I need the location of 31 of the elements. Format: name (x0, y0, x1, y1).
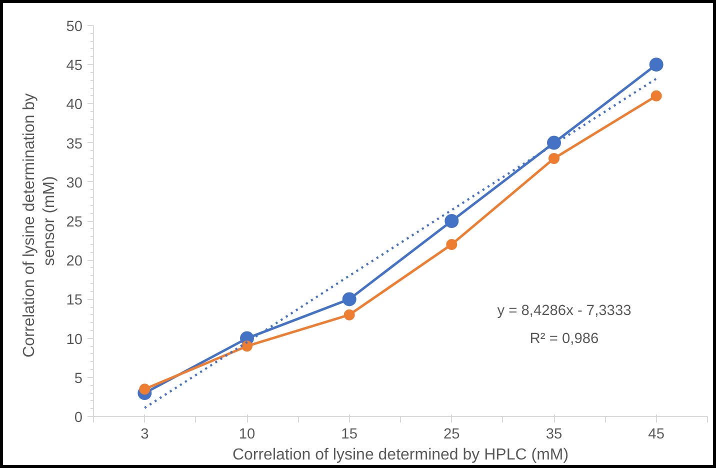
y-tick-label: 40 (66, 97, 83, 114)
y-tick-label: 15 (66, 292, 83, 309)
y-tick-label: 0 (74, 410, 83, 426)
point (649, 58, 664, 72)
x-tick-label: 3 (140, 426, 149, 442)
y-tick-label: 30 (66, 175, 83, 192)
x-tick-label: 15 (341, 426, 358, 442)
x-tick-label: 25 (444, 426, 460, 442)
point (242, 340, 252, 352)
y-tick-label: 25 (66, 214, 83, 230)
y-tick-label: 5 (74, 370, 83, 387)
point (139, 384, 150, 395)
point (342, 292, 356, 306)
annotation: R² = 0,986 (530, 330, 599, 347)
point (547, 136, 561, 150)
y-tick-label: 10 (66, 332, 83, 348)
point (548, 152, 560, 164)
point (446, 238, 458, 250)
annotation: y = 8,4286x - 7,3333 (497, 302, 632, 319)
point (344, 309, 355, 320)
x-tick-label: 35 (546, 426, 562, 442)
point (650, 90, 662, 102)
y-tick-label: 20 (66, 254, 83, 270)
y-tick-label: 45 (66, 58, 83, 74)
y-axis-title: Correlation of lysine determination by sensor (mM) (20, 93, 58, 358)
x-axis-title: Correlation of lysine determined by HPLC (mM) (232, 446, 569, 464)
point (444, 214, 459, 228)
x-tick-label: 10 (238, 426, 256, 442)
y-tick-label: 50 (66, 19, 83, 35)
y-tick-label: 35 (66, 136, 83, 152)
x-tick-label: 45 (648, 426, 664, 442)
